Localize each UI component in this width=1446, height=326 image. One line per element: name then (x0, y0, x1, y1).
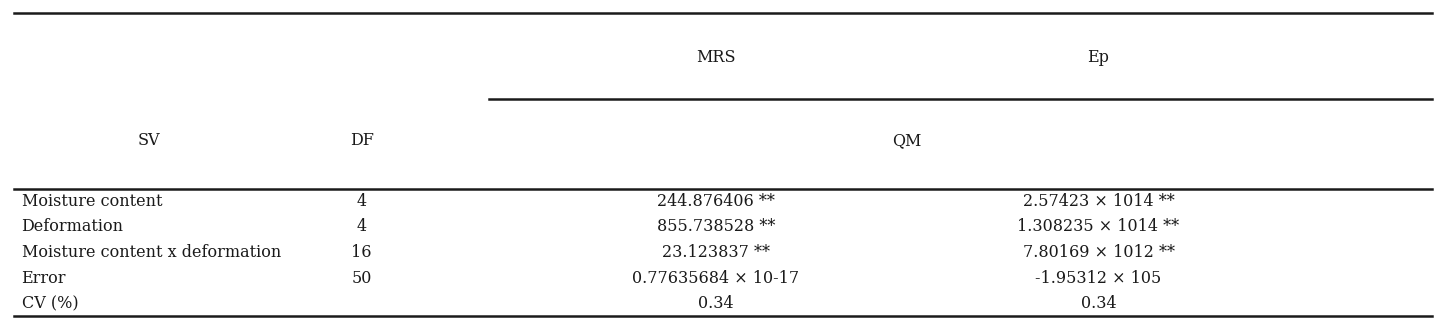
Text: Error: Error (22, 270, 67, 287)
Text: 244.876406 **: 244.876406 ** (656, 193, 775, 210)
Text: 0.34: 0.34 (698, 295, 733, 312)
Text: Moisture content: Moisture content (22, 193, 162, 210)
Text: DF: DF (350, 132, 373, 149)
Text: QM: QM (892, 132, 923, 149)
Text: 0.34: 0.34 (1080, 295, 1116, 312)
Text: -1.95312 × 105: -1.95312 × 105 (1035, 270, 1161, 287)
Text: 4: 4 (357, 218, 367, 235)
Text: 0.77635684 × 10-17: 0.77635684 × 10-17 (632, 270, 800, 287)
Text: 16: 16 (351, 244, 372, 261)
Text: Ep: Ep (1087, 49, 1109, 66)
Text: CV (%): CV (%) (22, 295, 78, 312)
Text: 855.738528 **: 855.738528 ** (656, 218, 775, 235)
Text: 4: 4 (357, 193, 367, 210)
Text: 7.80169 × 1012 **: 7.80169 × 1012 ** (1022, 244, 1174, 261)
Text: Moisture content x deformation: Moisture content x deformation (22, 244, 281, 261)
Text: 1.308235 × 1014 **: 1.308235 × 1014 ** (1018, 218, 1180, 235)
Text: MRS: MRS (696, 49, 736, 66)
Text: 23.123837 **: 23.123837 ** (662, 244, 769, 261)
Text: Deformation: Deformation (22, 218, 123, 235)
Text: 2.57423 × 1014 **: 2.57423 × 1014 ** (1022, 193, 1174, 210)
Text: SV: SV (137, 132, 161, 149)
Text: 50: 50 (351, 270, 372, 287)
